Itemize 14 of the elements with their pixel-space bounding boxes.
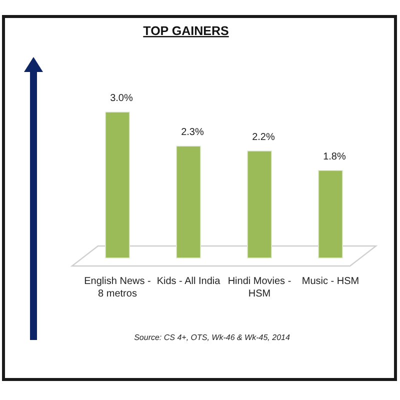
bar bbox=[176, 146, 201, 258]
x-tick-label: Music - HSM bbox=[302, 276, 360, 287]
bar bbox=[318, 170, 343, 258]
bar bbox=[105, 112, 130, 258]
data-label: 2.3% bbox=[181, 127, 204, 138]
x-tick-label: Hindi Movies - HSM bbox=[228, 276, 292, 300]
chart-title: TOP GAINERS bbox=[143, 24, 229, 38]
data-label: 1.8% bbox=[323, 151, 346, 162]
x-tick-label: Kids - All India bbox=[156, 276, 221, 287]
source-note: Source: CS 4+, OTS, Wk-46 & Wk-45, 2014 bbox=[134, 333, 290, 342]
bar bbox=[247, 150, 272, 258]
x-tick-label: English News - 8 metros bbox=[84, 276, 151, 300]
data-label: 3.0% bbox=[110, 93, 134, 104]
data-label: 2.2% bbox=[252, 132, 276, 143]
